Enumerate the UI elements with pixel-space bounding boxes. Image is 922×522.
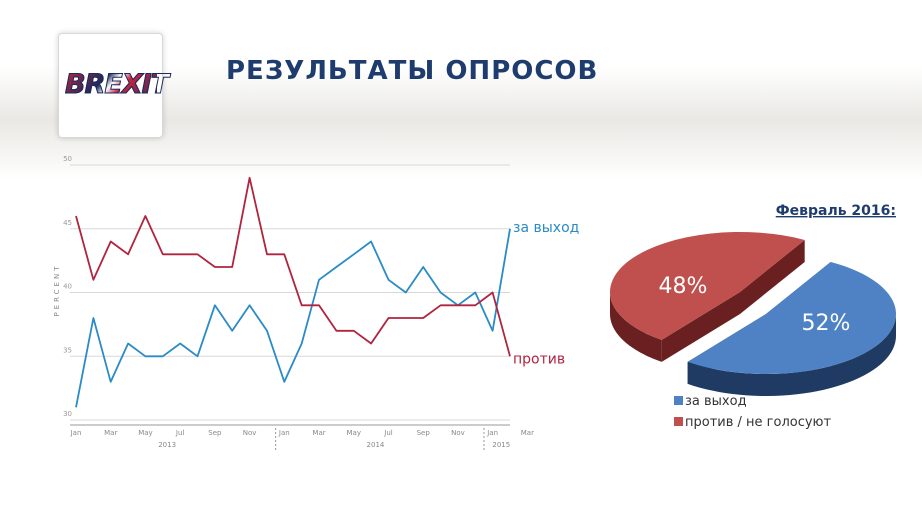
x-tick-label: Jan bbox=[486, 429, 498, 437]
x-tick-label: May bbox=[138, 429, 152, 437]
year-label: 2014 bbox=[367, 441, 385, 449]
x-tick-label: Jan bbox=[278, 429, 290, 437]
x-tick-label: Mar bbox=[104, 429, 117, 437]
series-end-label: за выход bbox=[513, 220, 579, 236]
pie-label-remain: 48% bbox=[659, 274, 708, 299]
brexit-logo: BREXIT bbox=[65, 69, 170, 101]
line-chart-grid: 30 35 40 45 50 bbox=[63, 155, 510, 421]
legend-swatch bbox=[674, 396, 683, 405]
pie-label-leave: 52% bbox=[802, 311, 851, 336]
legend-label: против / не голосуют bbox=[685, 415, 831, 430]
y-axis-label: PERCENT bbox=[53, 264, 61, 317]
year-label: 2015 bbox=[492, 441, 510, 449]
pie-slice-leave-side bbox=[687, 314, 896, 396]
pie-slice-remain-wall bbox=[740, 239, 805, 314]
pie-slice-remain-wall bbox=[661, 292, 740, 362]
logo-card: BREXIT bbox=[58, 33, 170, 138]
y-tick-label: 35 bbox=[63, 346, 72, 354]
y-tick-label: 40 bbox=[63, 283, 72, 291]
x-tick-label: Jan bbox=[70, 429, 82, 437]
legend-label: за выход bbox=[685, 394, 747, 409]
x-tick-label: Mar bbox=[521, 429, 534, 437]
series-line-0 bbox=[75, 228, 511, 408]
y-tick-label: 30 bbox=[63, 410, 72, 418]
pie-slice-remain-top bbox=[609, 231, 805, 340]
x-tick-label: Nov bbox=[451, 429, 465, 437]
year-label: 2013 bbox=[158, 441, 176, 449]
series-line-1 bbox=[75, 176, 511, 357]
x-tick-label: Jul bbox=[175, 429, 185, 437]
series-end-label: против bbox=[513, 351, 565, 367]
x-tick-label: Sep bbox=[208, 429, 222, 437]
x-tick-label: Sep bbox=[417, 429, 431, 437]
y-tick-label: 45 bbox=[63, 219, 72, 227]
y-tick-label: 50 bbox=[63, 155, 72, 163]
pie-chart: 52% 48% bbox=[609, 231, 896, 396]
x-tick-label: May bbox=[347, 429, 361, 437]
pie-chart-legend: за выход против / не голосуют bbox=[674, 394, 831, 430]
x-tick-label: Nov bbox=[243, 429, 257, 437]
pie-slice-remain-side bbox=[610, 292, 662, 362]
x-tick-label: Mar bbox=[312, 429, 325, 437]
pie-slice-leave-top bbox=[687, 261, 896, 374]
x-tick-label: Jul bbox=[383, 429, 393, 437]
page-title: РЕЗУЛЬТАТЫ ОПРОСОВ bbox=[226, 56, 599, 86]
pie-chart-title: Февраль 2016: bbox=[776, 203, 896, 219]
line-chart-axes: Jan Mar May Jul Sep Nov Jan Mar May Jul Sep Nov Jan M… bbox=[70, 424, 534, 450]
line-chart-end-labels: за выход против bbox=[513, 220, 579, 368]
line-chart-series bbox=[75, 176, 511, 408]
legend-swatch bbox=[674, 417, 683, 426]
